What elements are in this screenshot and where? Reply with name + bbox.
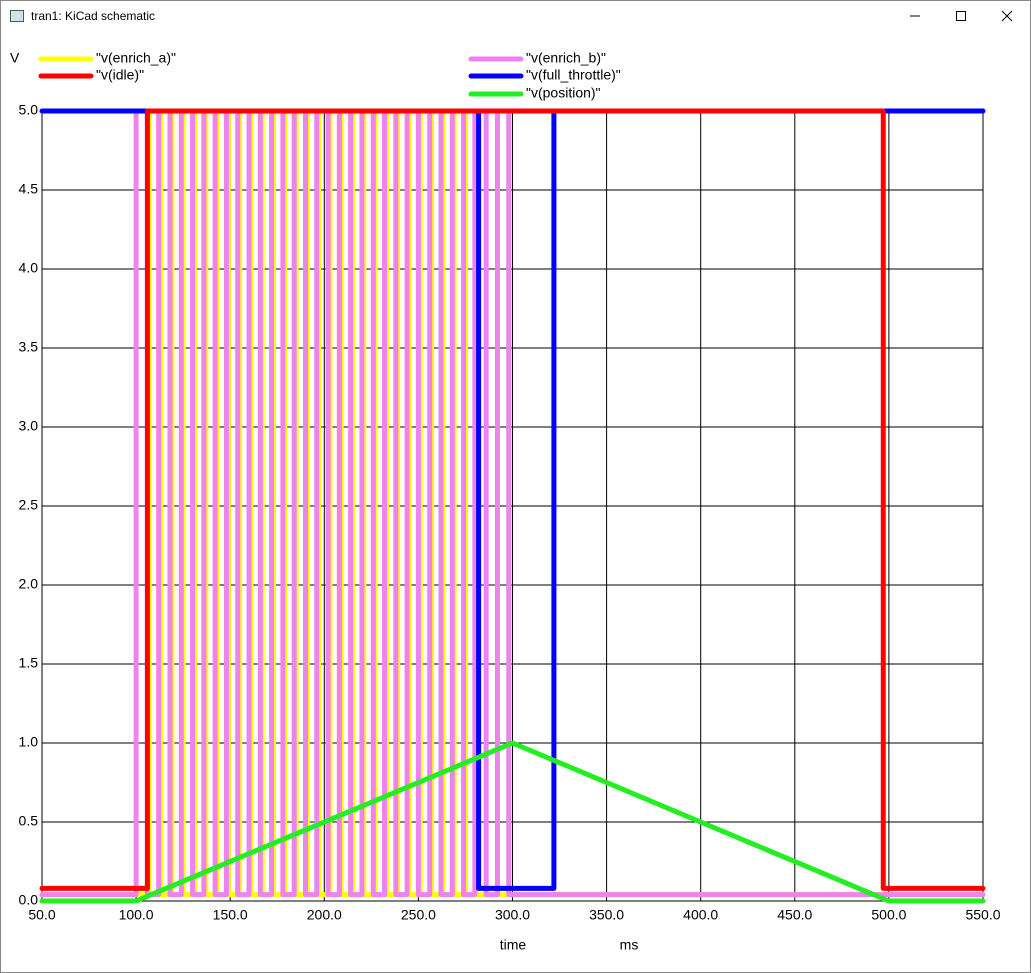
x-tick-label: 100.0 [119,907,154,923]
x-tick-label: 250.0 [401,907,436,923]
series-line [39,108,986,891]
legend-label: "v(enrich_b)" [526,50,606,66]
y-tick-label: 0.0 [19,892,39,908]
x-tick-label: 50.0 [28,907,55,923]
x-tick-label: 200.0 [307,907,342,923]
x-tick-label: 400.0 [683,907,718,923]
x-axis-label: time [500,937,527,953]
y-tick-label: 0.5 [19,813,39,829]
maximize-button[interactable] [938,1,984,31]
y-tick-label: 3.5 [19,339,39,355]
window-title: tran1: KiCad schematic [31,9,156,23]
y-tick-label: 2.5 [19,497,39,513]
x-axis-unit: ms [620,937,639,953]
y-tick-label: 2.0 [19,576,39,592]
title-bar: tran1: KiCad schematic [1,1,1030,31]
app-icon [10,10,24,22]
x-tick-label: 500.0 [871,907,906,923]
y-tick-label: 5.0 [19,102,39,118]
x-tick-label: 550.0 [965,907,1000,923]
x-tick-label: 350.0 [589,907,624,923]
y-tick-label: 3.0 [19,418,39,434]
x-tick-label: 450.0 [777,907,812,923]
y-tick-label: 4.5 [19,181,39,197]
close-button[interactable] [984,1,1030,31]
minimize-button[interactable] [892,1,938,31]
chart: V time ms 0.0 0.5 1.0 1.5 2.0 2.5 3.0 3.5 4.0 4.5… [10,50,1001,953]
y-axis-label: V [10,50,20,66]
x-tick-label: 150.0 [213,907,248,923]
legend-label: "v(position)" [526,85,601,101]
legend-label: "v(full_throttle)" [526,67,621,83]
legend-label: "v(enrich_a)" [96,50,176,66]
series-line [39,740,986,904]
y-tick-label: 4.0 [19,260,39,276]
y-tick-label: 1.0 [19,734,39,750]
x-tick-label: 300.0 [495,907,530,923]
y-tick-label: 1.5 [19,655,39,671]
legend-label: "v(idle)" [96,67,144,83]
